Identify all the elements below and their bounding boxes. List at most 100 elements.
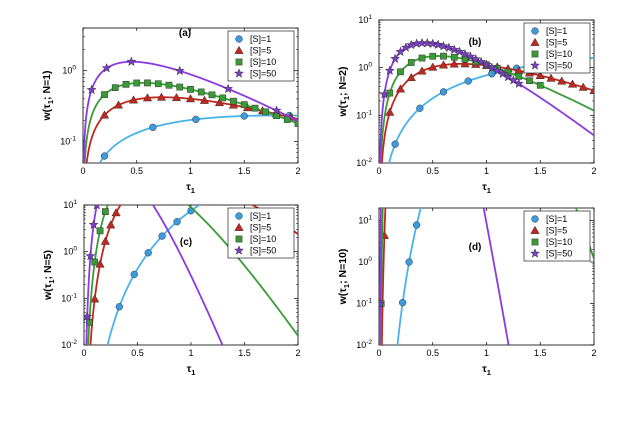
data-point-S5 bbox=[385, 107, 395, 116]
panel-label: (b) bbox=[469, 37, 482, 48]
data-point-S10 bbox=[122, 80, 130, 88]
data-point-S10 bbox=[397, 68, 404, 76]
y-tick-label: 101 bbox=[63, 199, 77, 210]
y-axis-label: w(τ1; N=2) bbox=[337, 67, 351, 118]
data-point-S10 bbox=[262, 108, 270, 116]
legend-marker-S10 bbox=[235, 58, 243, 66]
data-point-S50 bbox=[223, 83, 234, 94]
series-line-S50 bbox=[379, 208, 510, 345]
data-point-S10 bbox=[197, 88, 205, 96]
y-tick-label: 100 bbox=[358, 256, 372, 267]
data-point-S5 bbox=[406, 72, 416, 82]
data-point-S50 bbox=[438, 40, 449, 51]
data-point-S1 bbox=[115, 303, 123, 311]
data-point-S50 bbox=[454, 46, 465, 57]
legend-marker-S50 bbox=[529, 60, 541, 70]
data-point-S1 bbox=[100, 152, 109, 160]
data-point-S10 bbox=[251, 104, 259, 112]
legend-label: [S]=50 bbox=[546, 61, 572, 71]
y-tick-label: 100 bbox=[63, 246, 77, 257]
data-point-S10 bbox=[133, 79, 141, 87]
y-tick-label: 10-2 bbox=[61, 339, 77, 350]
data-point-S10 bbox=[165, 81, 173, 89]
data-point-S10 bbox=[230, 97, 237, 105]
legend-label: [S]=1 bbox=[250, 34, 271, 44]
data-point-S50 bbox=[433, 39, 444, 50]
y-axis-label: w(τ1; N=1) bbox=[41, 71, 55, 122]
panel-label: (d) bbox=[469, 242, 482, 253]
data-point-S5 bbox=[578, 82, 588, 91]
data-point-S50 bbox=[379, 89, 390, 99]
data-point-S10 bbox=[440, 52, 447, 60]
data-point-S5 bbox=[199, 95, 210, 104]
data-point-S50 bbox=[459, 48, 471, 59]
legend-label: [S]=5 bbox=[546, 38, 567, 48]
data-point-S50 bbox=[449, 44, 460, 54]
x-tick-label: 0.5 bbox=[131, 348, 144, 358]
legend-label: [S]=50 bbox=[250, 69, 276, 79]
x-tick-label: 1.5 bbox=[534, 348, 547, 358]
x-tick-label: 1 bbox=[484, 166, 489, 176]
data-point-S10 bbox=[187, 86, 194, 93]
data-point-S5 bbox=[90, 294, 100, 303]
data-point-S1 bbox=[391, 140, 399, 148]
y-axis-label: w(τ1; N=5) bbox=[42, 250, 56, 301]
legend: [S]=1 [S]=5[S]=10 [S]=50 bbox=[227, 207, 295, 259]
data-point-S10 bbox=[144, 79, 151, 87]
y-tick-label: 101 bbox=[358, 214, 372, 225]
x-tick-label: 1.5 bbox=[534, 166, 547, 176]
legend-marker-S5 bbox=[530, 225, 540, 234]
data-point-S5 bbox=[395, 84, 406, 93]
data-point-S1 bbox=[173, 218, 181, 226]
data-point-S50 bbox=[465, 51, 476, 61]
panel-label: (a) bbox=[179, 28, 191, 39]
y-tick-label: 10-2 bbox=[356, 339, 372, 350]
data-point-S1 bbox=[412, 221, 421, 229]
data-point-S10 bbox=[101, 91, 108, 98]
legend-label: [S]=1 bbox=[250, 211, 271, 221]
data-point-S1 bbox=[240, 112, 248, 120]
legend-label: [S]=1 bbox=[546, 214, 567, 224]
data-point-S50 bbox=[481, 59, 492, 70]
data-point-S1 bbox=[144, 249, 152, 257]
data-point-S5 bbox=[214, 97, 225, 107]
x-axis-label: τ1 bbox=[187, 363, 196, 377]
data-point-S50 bbox=[88, 219, 99, 230]
x-axis-label: τ1 bbox=[186, 181, 195, 195]
x-axis-label: τ1 bbox=[482, 363, 491, 377]
y-tick-label: 100 bbox=[358, 62, 372, 73]
legend-marker-S10 bbox=[235, 235, 243, 243]
x-tick-label: 1 bbox=[484, 348, 489, 358]
x-axis-label: τ1 bbox=[482, 181, 491, 195]
data-point-S5 bbox=[100, 236, 111, 245]
legend-marker-S5 bbox=[234, 222, 244, 231]
data-point-S50 bbox=[486, 62, 497, 72]
data-point-S50 bbox=[379, 298, 386, 309]
data-point-S5 bbox=[589, 85, 594, 94]
y-tick-label: 10-2 bbox=[356, 157, 372, 168]
legend-marker-S50 bbox=[233, 68, 245, 78]
data-point-S50 bbox=[126, 56, 137, 67]
data-point-S10 bbox=[91, 258, 99, 266]
data-point-S50 bbox=[86, 84, 97, 95]
data-point-S1 bbox=[192, 115, 200, 123]
legend-marker-S5 bbox=[530, 37, 540, 46]
y-tick-label: 101 bbox=[358, 14, 372, 25]
x-tick-label: 0 bbox=[81, 348, 86, 358]
data-point-S1 bbox=[158, 232, 166, 240]
data-point-S50 bbox=[476, 56, 487, 67]
y-tick-label: 10-1 bbox=[61, 292, 77, 303]
data-point-S5 bbox=[567, 79, 578, 88]
plot-area bbox=[379, 37, 594, 163]
series-line-S1 bbox=[396, 208, 422, 345]
y-tick-label: 10-1 bbox=[356, 297, 372, 308]
legend-marker-S10 bbox=[531, 238, 539, 246]
data-point-S50 bbox=[443, 42, 454, 53]
data-point-S50 bbox=[470, 53, 481, 64]
data-point-S10 bbox=[526, 77, 533, 85]
data-point-S50 bbox=[492, 65, 503, 76]
legend-label: [S]=10 bbox=[546, 237, 572, 247]
data-point-S5 bbox=[142, 93, 153, 102]
x-tick-label: 0 bbox=[376, 348, 381, 358]
